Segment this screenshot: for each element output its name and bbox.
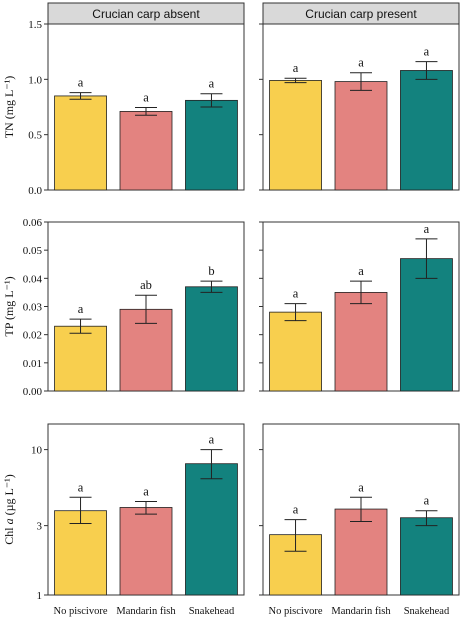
significance-label: ab: [140, 278, 152, 292]
bar: [400, 517, 453, 596]
significance-label: a: [143, 91, 149, 105]
bar: [334, 81, 388, 191]
significance-label: a: [293, 287, 299, 301]
y-tick-label: 10: [31, 445, 43, 457]
y-axis-label-suffix: (µg L⁻¹): [2, 474, 16, 518]
bar: [185, 463, 238, 596]
y-tick-label: 0.02: [23, 330, 42, 342]
bar: [185, 286, 238, 392]
bar: [54, 95, 107, 191]
bar: [54, 325, 107, 392]
bar: [334, 508, 388, 596]
x-tick-label: Mandarin fish: [116, 606, 176, 617]
significance-label: a: [358, 480, 364, 494]
y-tick-label: 1: [37, 590, 43, 602]
panel-tn-absent: 0.0 0.5 1.0 1.5 TN (mg L⁻¹) a a a: [2, 19, 245, 197]
significance-label: a: [78, 302, 84, 316]
significance-label: a: [78, 76, 84, 90]
significance-label: a: [209, 77, 215, 91]
strip-label: Crucian carp present: [305, 7, 417, 21]
significance-label: a: [424, 494, 430, 508]
y-tick-label: 0.03: [23, 302, 43, 314]
significance-label: a: [424, 45, 430, 59]
bar: [185, 99, 238, 191]
significance-label: a: [293, 503, 299, 517]
y-axis-label: TN (mg L⁻¹): [2, 76, 16, 139]
strip-label: Crucian carp absent: [92, 7, 200, 21]
bar: [54, 510, 107, 596]
y-tick-label: 0.04: [23, 273, 43, 285]
significance-label: a: [358, 264, 364, 278]
panel-chl-a-present: a a a No piscivore Mandarin fish Snakehead: [259, 423, 460, 617]
panel-tp-present: a a a: [259, 221, 460, 392]
significance-label: a: [209, 433, 215, 447]
x-tick-label: Snakehead: [189, 606, 235, 617]
y-tick-label: 0.5: [28, 130, 42, 142]
y-axis-label-prefix: Chl: [2, 524, 16, 544]
significance-label: a: [78, 480, 84, 494]
significance-label: a: [424, 222, 430, 236]
y-tick-label: 0.01: [23, 358, 42, 370]
panel-tp-absent: 0.00 0.01 0.02 0.03 0.04 0.05 0.06 TP (mg L⁻¹) a…: [2, 217, 245, 398]
y-axis-label: Chl a (µg L⁻¹): [2, 474, 16, 545]
y-tick-label: 1.5: [28, 19, 42, 31]
bar: [119, 111, 173, 191]
y-tick-label: 1.0: [28, 74, 42, 86]
x-tick-label: No piscivore: [54, 606, 108, 617]
bar: [269, 311, 322, 392]
bar: [334, 292, 388, 392]
x-tick-label: Snakehead: [404, 606, 450, 617]
significance-label: b: [208, 264, 214, 278]
x-tick-label: Mandarin fish: [331, 606, 391, 617]
panel-tn-present: a a a: [259, 23, 460, 191]
significance-label: a: [358, 56, 364, 70]
y-tick-label: 0.06: [23, 217, 43, 229]
bar: [400, 70, 453, 191]
bar: [119, 507, 173, 596]
y-axis-label: TP (mg L⁻¹): [2, 276, 16, 336]
x-tick-label: No piscivore: [269, 606, 323, 617]
significance-label: a: [143, 484, 149, 498]
y-tick-label: 3: [37, 521, 43, 533]
significance-label: a: [293, 61, 299, 75]
y-tick-label: 0.05: [23, 245, 43, 257]
y-tick-label: 0.00: [23, 386, 43, 398]
y-axis-label-italic: a: [2, 518, 16, 524]
bar: [269, 80, 322, 191]
y-tick-label: 0.0: [28, 185, 42, 197]
